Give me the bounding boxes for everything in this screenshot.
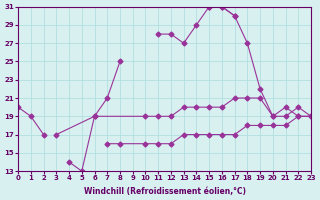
- X-axis label: Windchill (Refroidissement éolien,°C): Windchill (Refroidissement éolien,°C): [84, 187, 245, 196]
